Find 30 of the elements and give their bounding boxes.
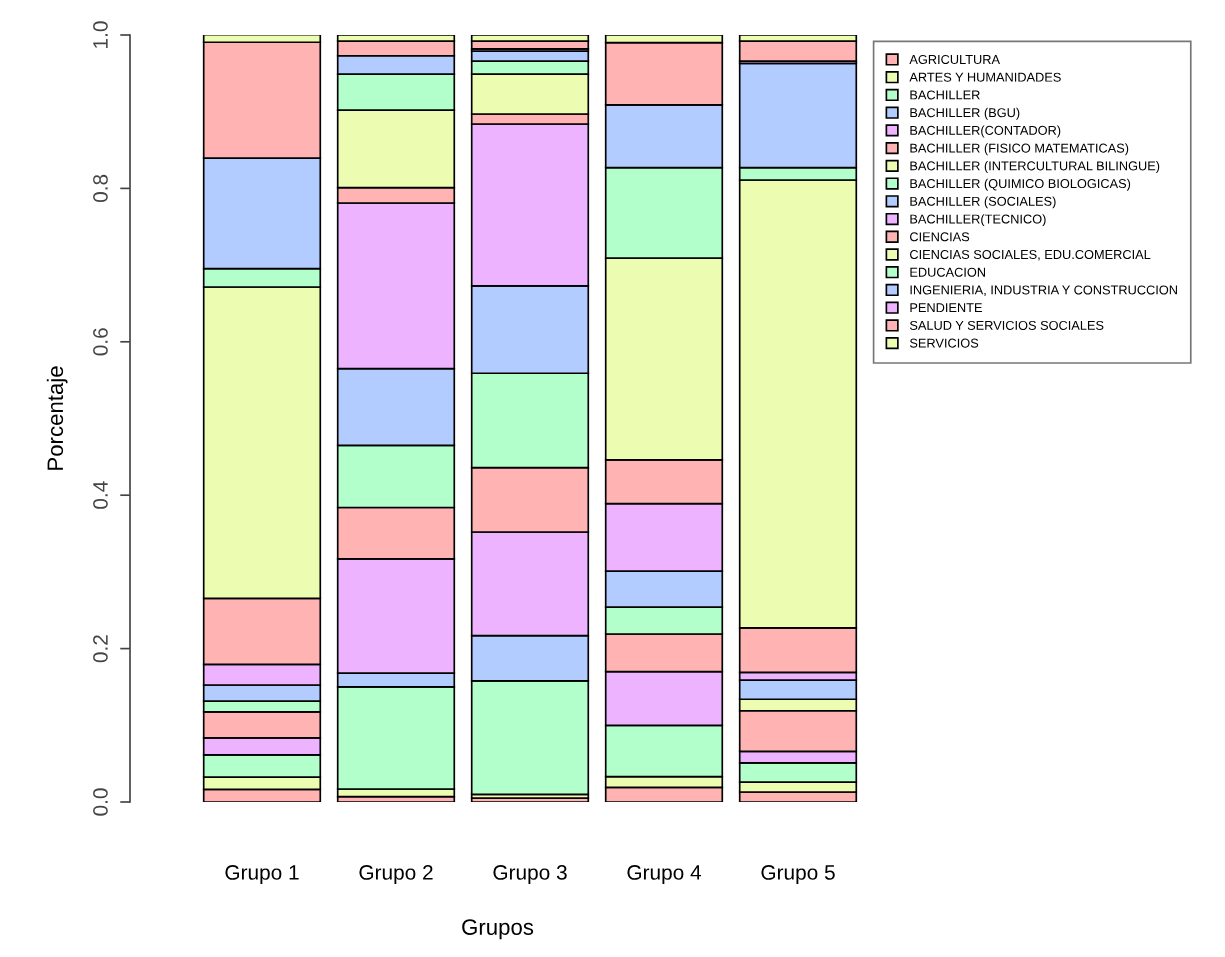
y-axis-title: Porcentaje xyxy=(46,366,68,470)
x-tick-label: Grupo 1 xyxy=(225,865,299,884)
y-tick-label: 0.2 xyxy=(93,635,108,663)
legend-label: INGENIERIA, INDUSTRIA Y CONSTRUCCION xyxy=(910,285,1177,296)
y-tick-label: 0.4 xyxy=(93,481,108,509)
legend-label: SALUD Y SERVICIOS SOCIALES xyxy=(909,320,1104,330)
legend-label: BACHILLER xyxy=(910,90,980,100)
legend-label: BACHILLER (QUIMICO BIOLOGICAS) xyxy=(910,178,1131,191)
legend-label: ARTES Y HUMANIDADES xyxy=(909,72,1061,82)
legend-label: EDUCACION xyxy=(910,267,985,277)
y-tick-label: 0.0 xyxy=(93,788,108,816)
legend-label: BACHILLER (SOCIALES) xyxy=(910,196,1056,209)
legend-label: SERVICIOS xyxy=(909,338,979,348)
x-tick-label: Grupo 5 xyxy=(761,865,835,884)
x-tick-label: Grupo 2 xyxy=(359,865,433,884)
y-tick-label: 1.0 xyxy=(93,21,108,48)
x-tick-label: Grupo 4 xyxy=(627,865,702,884)
y-tick-label: 0.6 xyxy=(93,328,108,356)
legend-label: BACHILLER (INTERCULTURAL BILINGUE) xyxy=(910,160,1160,173)
legend-label: AGRICULTURA xyxy=(909,54,1000,64)
legend-label: CIENCIAS xyxy=(910,232,970,242)
legend-label: BACHILLER(CONTADOR) xyxy=(910,125,1061,138)
legend-label: BACHILLER (BGU) xyxy=(910,107,1020,120)
legend-label: BACHILLER (FISICO MATEMATICAS) xyxy=(910,143,1129,156)
legend-label: CIENCIAS SOCIALES, EDU.COMERCIAL xyxy=(910,249,1151,261)
y-tick-label: 0.8 xyxy=(93,174,108,203)
x-axis-title: Grupos xyxy=(462,919,534,940)
legend-label: BACHILLER(TECNICO) xyxy=(910,214,1046,227)
x-tick-label: Grupo 3 xyxy=(493,865,567,884)
legend-label: PENDIENTE xyxy=(910,303,982,313)
